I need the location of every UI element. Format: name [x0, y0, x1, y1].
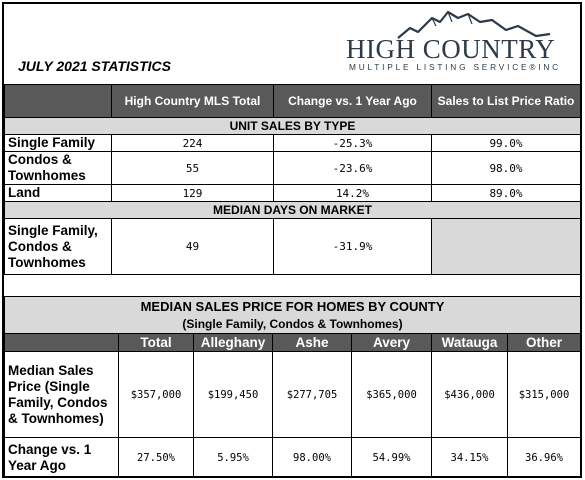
cell-price: $277,705	[272, 351, 352, 438]
table-row: Condos & Townhomes 55 -23.6% 98.0%	[4, 151, 580, 185]
column-header: Total	[118, 333, 194, 352]
table-row: Single Family 224 -25.3% 99.0%	[4, 134, 580, 152]
cell-change: 14.2%	[273, 184, 432, 202]
table-row: Change vs. 1 Year Ago 27.50% 5.95% 98.00…	[4, 437, 580, 476]
cell-change: -31.9%	[273, 218, 432, 275]
cell-ratio: 98.0%	[431, 151, 580, 185]
county-subtitle-row: (Single Family, Condos & Townhomes)	[4, 315, 580, 334]
column-header: Ashe	[272, 333, 352, 352]
section-title: UNIT SALES BY TYPE	[4, 117, 580, 135]
row-label: Median Sales Price (Single Family, Condo…	[4, 351, 119, 438]
column-header: Change vs. 1 Year Ago	[273, 84, 432, 118]
cell-change: 5.95%	[193, 437, 273, 476]
logo-tagline: MULTIPLE LISTING SERVICE®INC	[349, 62, 561, 72]
cell-change: 36.96%	[507, 437, 580, 476]
cell-price: $199,450	[193, 351, 273, 438]
table-header-row: High Country MLS Total Change vs. 1 Year…	[4, 84, 580, 118]
county-table-title: MEDIAN SALES PRICE FOR HOMES BY COUNTY	[4, 296, 580, 316]
cell-price: $315,000	[507, 351, 580, 438]
county-price-table: MEDIAN SALES PRICE FOR HOMES BY COUNTY (…	[4, 296, 580, 476]
cell-total: 49	[111, 218, 274, 275]
cell-change: 54.99%	[351, 437, 432, 476]
cell-ratio: 89.0%	[431, 184, 580, 202]
cell-total: 55	[111, 151, 274, 185]
section-title: MEDIAN DAYS ON MARKET	[4, 201, 580, 219]
unit-sales-table: High Country MLS Total Change vs. 1 Year…	[4, 84, 580, 275]
column-header: Sales to List Price Ratio	[431, 84, 580, 118]
section-row: UNIT SALES BY TYPE	[4, 117, 580, 135]
cell-change: 27.50%	[118, 437, 194, 476]
cell-change: -23.6%	[273, 151, 432, 185]
row-label: Land	[4, 184, 112, 202]
cell-total: 129	[111, 184, 274, 202]
mountain-icon	[397, 10, 551, 39]
table-row: Single Family, Condos & Townhomes 49 -31…	[4, 218, 580, 275]
header-cell-blank	[4, 333, 119, 352]
table-row: Land 129 14.2% 89.0%	[4, 184, 580, 202]
county-header-row: Total Alleghany Ashe Avery Watauga Other	[4, 333, 580, 352]
column-header: Alleghany	[193, 333, 273, 352]
cell-change: -25.3%	[273, 134, 432, 152]
cell-empty	[431, 218, 580, 275]
table-row: Median Sales Price (Single Family, Condo…	[4, 351, 580, 438]
cell-price: $365,000	[351, 351, 432, 438]
row-label: Single Family, Condos & Townhomes	[4, 218, 112, 275]
high-country-logo: HIGH COUNTRY MULTIPLE LISTING SERVICE®IN…	[340, 4, 580, 80]
header: JULY 2021 STATISTICS HIGH COUNTRY MULTIP…	[4, 4, 580, 82]
county-table-subtitle: (Single Family, Condos & Townhomes)	[4, 315, 580, 334]
row-label: Condos & Townhomes	[4, 151, 112, 185]
column-header: Avery	[351, 333, 432, 352]
cell-change: 34.15%	[431, 437, 508, 476]
row-label: Single Family	[4, 134, 112, 152]
cell-price: $357,000	[118, 351, 194, 438]
cell-price: $436,000	[431, 351, 508, 438]
county-title-row: MEDIAN SALES PRICE FOR HOMES BY COUNTY	[4, 296, 580, 316]
page-title: JULY 2021 STATISTICS	[18, 58, 172, 74]
cell-ratio: 99.0%	[431, 134, 580, 152]
header-cell-blank	[4, 84, 112, 118]
column-header: High Country MLS Total	[111, 84, 274, 118]
logo-wordmark: HIGH COUNTRY	[346, 34, 556, 64]
cell-total: 224	[111, 134, 274, 152]
cell-change: 98.00%	[272, 437, 352, 476]
section-row: MEDIAN DAYS ON MARKET	[4, 201, 580, 219]
row-label: Change vs. 1 Year Ago	[4, 437, 119, 476]
column-header: Watauga	[431, 333, 508, 352]
column-header: Other	[507, 333, 580, 352]
